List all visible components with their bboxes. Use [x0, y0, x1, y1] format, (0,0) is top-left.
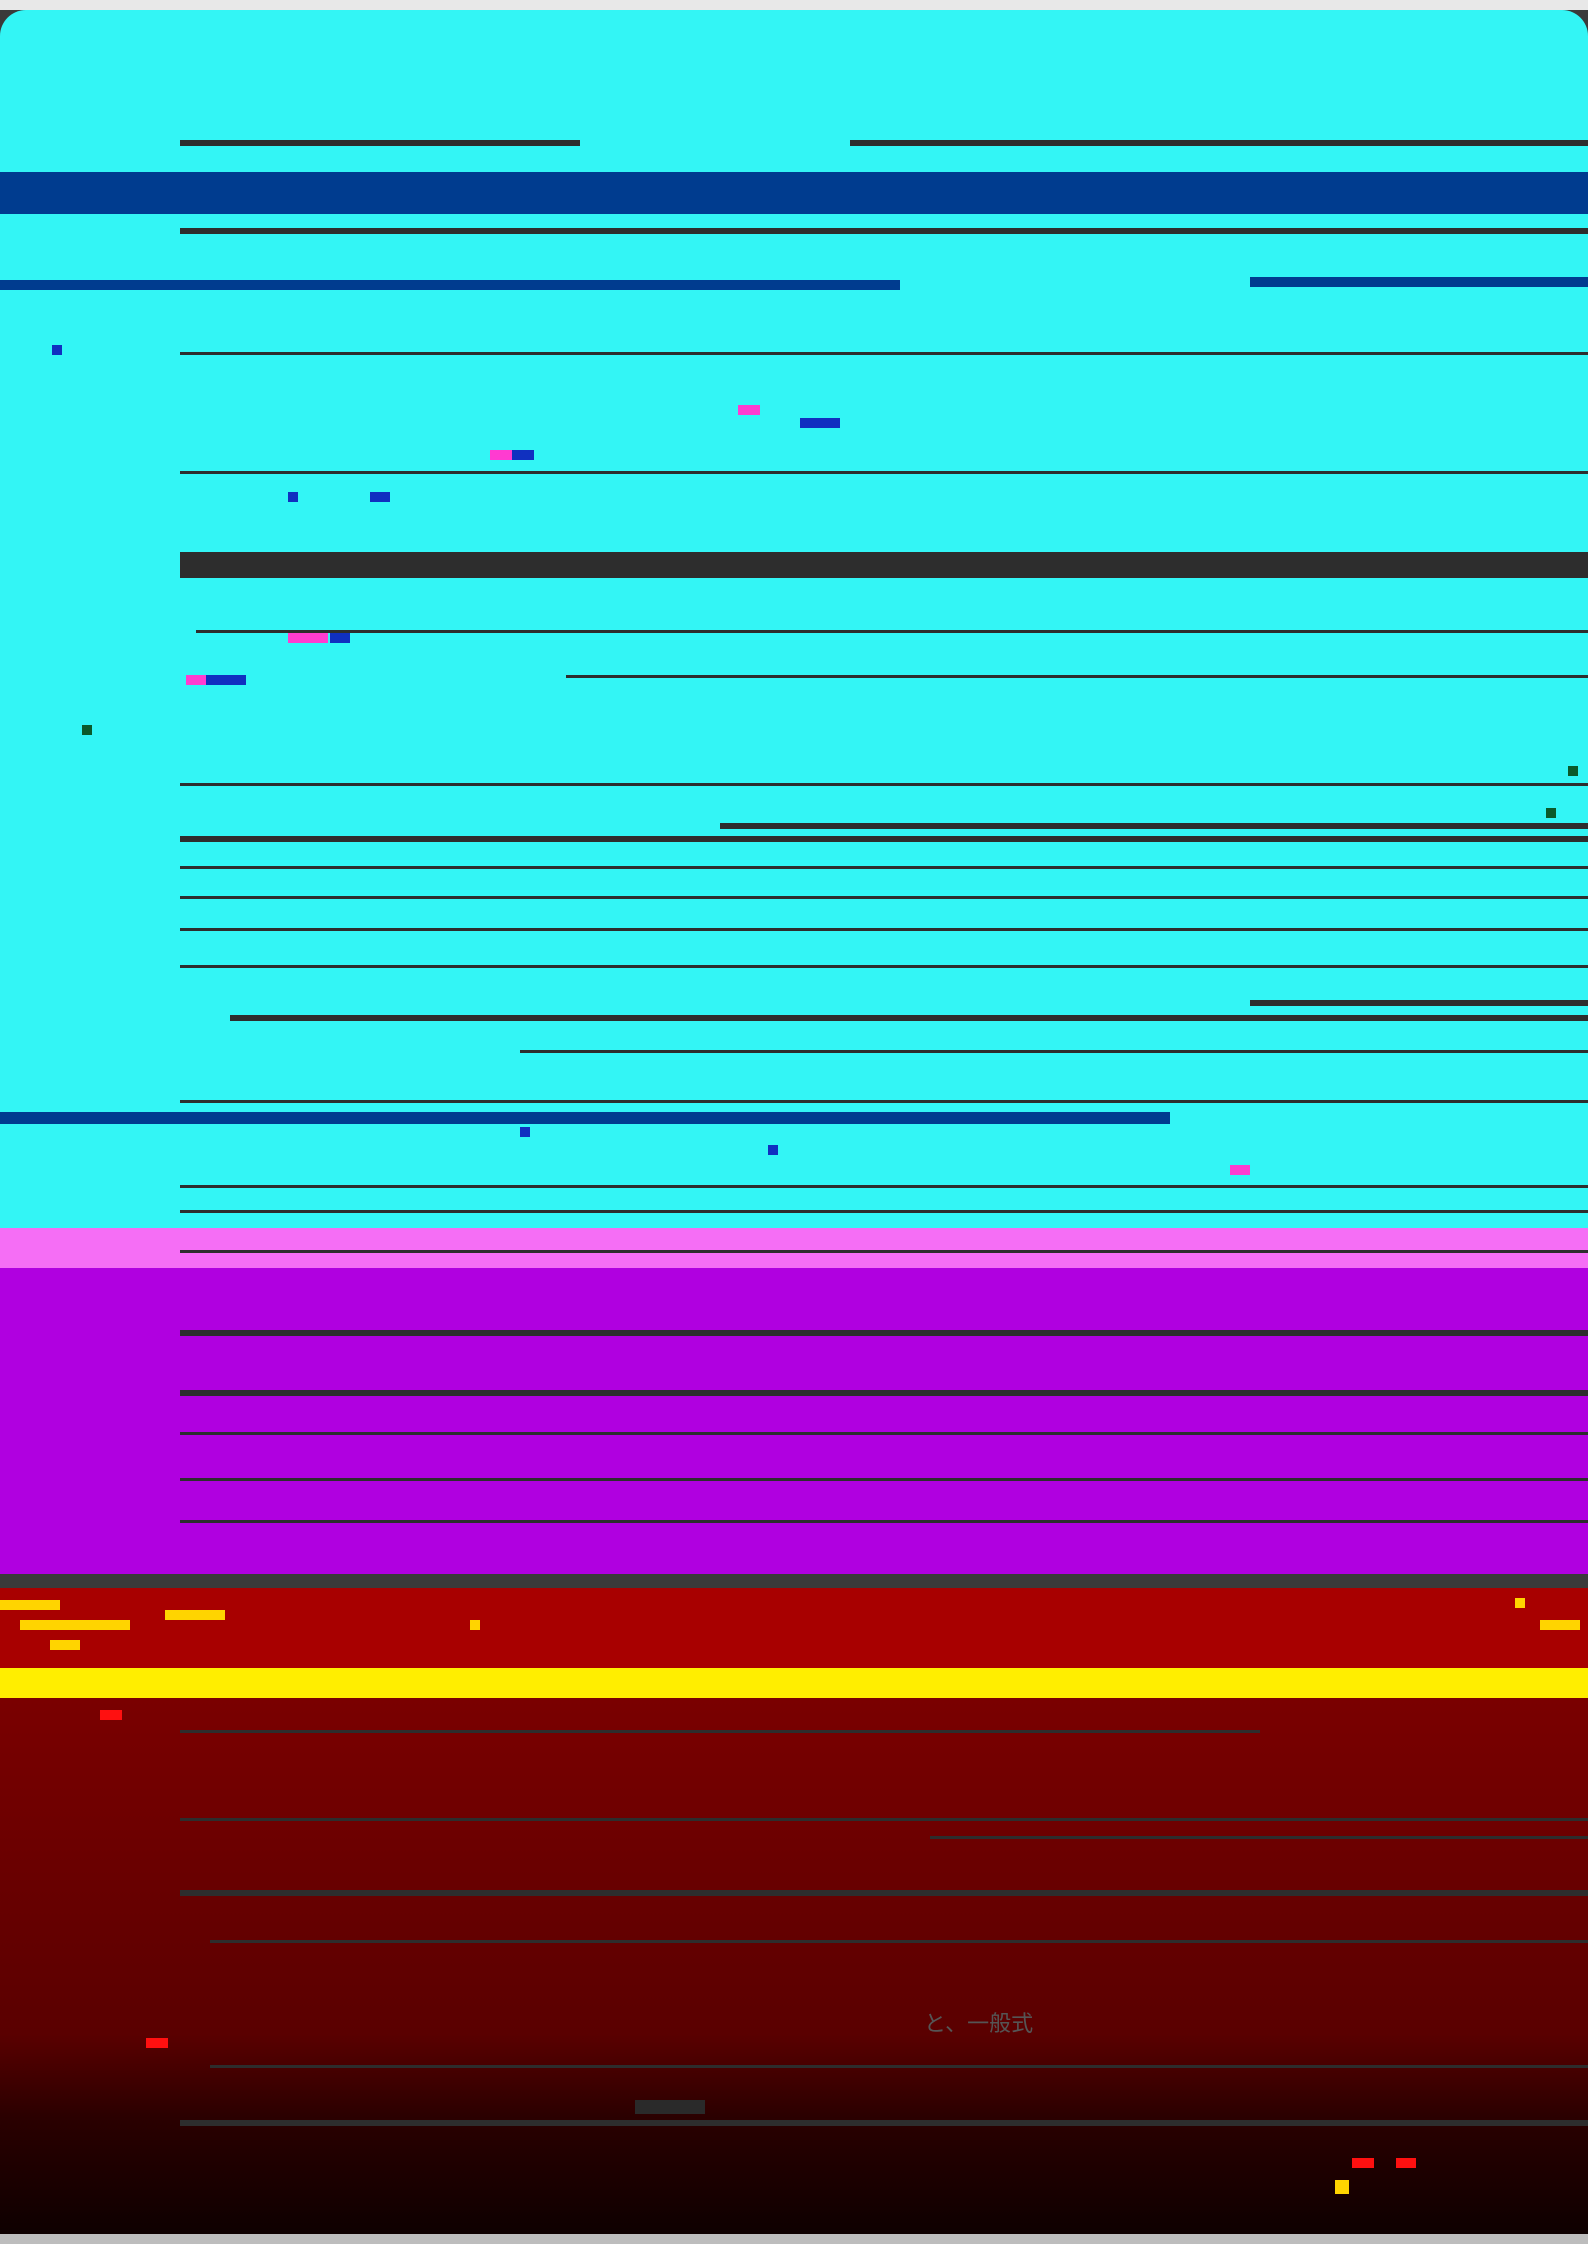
text-rule	[180, 1432, 1588, 1435]
artifact-block	[52, 345, 62, 355]
top-edge-strip	[0, 0, 1588, 10]
text-rule	[180, 866, 1588, 869]
text-rule	[720, 823, 1588, 829]
blue-rule	[0, 1112, 1170, 1124]
pink-region	[0, 1228, 1588, 1268]
artifact-block	[288, 633, 328, 643]
artifact-block	[768, 1145, 778, 1155]
artifact-block	[800, 418, 840, 428]
text-rule	[180, 928, 1588, 931]
text-rule	[180, 1520, 1588, 1523]
blue-rule	[0, 172, 1588, 214]
blue-rule	[0, 280, 900, 290]
artifact-block	[470, 1620, 480, 1630]
text-fragment: と、一般式	[924, 2012, 1034, 2037]
artifact-block	[330, 633, 350, 643]
text-rule	[180, 1250, 1588, 1253]
artifact-block	[20, 1620, 130, 1630]
artifact-block	[288, 492, 298, 502]
text-rule	[180, 1100, 1588, 1103]
text-rule	[180, 1210, 1588, 1213]
text-rule	[850, 140, 1588, 146]
text-rule	[196, 630, 1588, 633]
text-rule	[180, 552, 1588, 578]
blue-rule	[1250, 277, 1588, 287]
artifact-block	[635, 2100, 705, 2114]
artifact-block	[370, 492, 390, 502]
dark-bottom-region	[0, 2118, 1588, 2234]
maroon-region	[0, 1698, 1588, 2118]
text-rule	[180, 1730, 1260, 1733]
text-rule	[1250, 1000, 1588, 1006]
artifact-block	[520, 1127, 530, 1137]
artifact-block	[100, 1710, 122, 1720]
artifact-block	[1515, 1598, 1525, 1608]
artifact-block	[490, 450, 512, 460]
text-rule	[180, 1478, 1588, 1481]
artifact-block	[1230, 1165, 1250, 1175]
text-rule	[180, 1890, 1588, 1896]
text-rule	[180, 228, 1588, 234]
artifact-block	[1568, 766, 1578, 776]
text-rule	[180, 836, 1588, 842]
artifact-block	[1335, 2180, 1349, 2194]
text-rule	[210, 1940, 1588, 1943]
artifact-block	[1546, 808, 1556, 818]
artifact-block	[206, 675, 246, 685]
artifact-block	[1352, 2158, 1374, 2168]
text-rule	[230, 1015, 1588, 1021]
text-rule	[180, 352, 1588, 355]
text-rule	[180, 471, 1588, 474]
artifact-block	[512, 450, 534, 460]
text-rule	[180, 1330, 1588, 1336]
artifact-block	[146, 2038, 168, 2048]
purple-region	[0, 1268, 1588, 1588]
artifact-block	[0, 1600, 60, 1610]
text-rule	[210, 2065, 1588, 2068]
bottom-edge-strip	[0, 2234, 1588, 2244]
yellow-region	[0, 1668, 1588, 1698]
text-rule	[180, 2120, 1588, 2126]
text-rule	[180, 965, 1588, 968]
artifact-block	[1540, 1620, 1580, 1630]
artifact-block	[1396, 2158, 1416, 2168]
dark-divider	[0, 1574, 1588, 1588]
text-rule	[180, 1818, 1588, 1821]
text-rule	[180, 783, 1588, 786]
artifact-block	[50, 1640, 80, 1650]
red-region	[0, 1588, 1588, 1668]
text-rule	[180, 140, 580, 146]
artifact-block	[738, 405, 760, 415]
artifact-block	[186, 675, 206, 685]
text-rule	[566, 675, 1588, 678]
text-rule	[180, 1390, 1588, 1396]
text-rule	[930, 1836, 1588, 1839]
artifact-block	[165, 1610, 225, 1620]
text-rule	[520, 1050, 1588, 1053]
text-rule	[180, 896, 1588, 899]
text-rule	[180, 1185, 1588, 1188]
artifact-block	[82, 725, 92, 735]
